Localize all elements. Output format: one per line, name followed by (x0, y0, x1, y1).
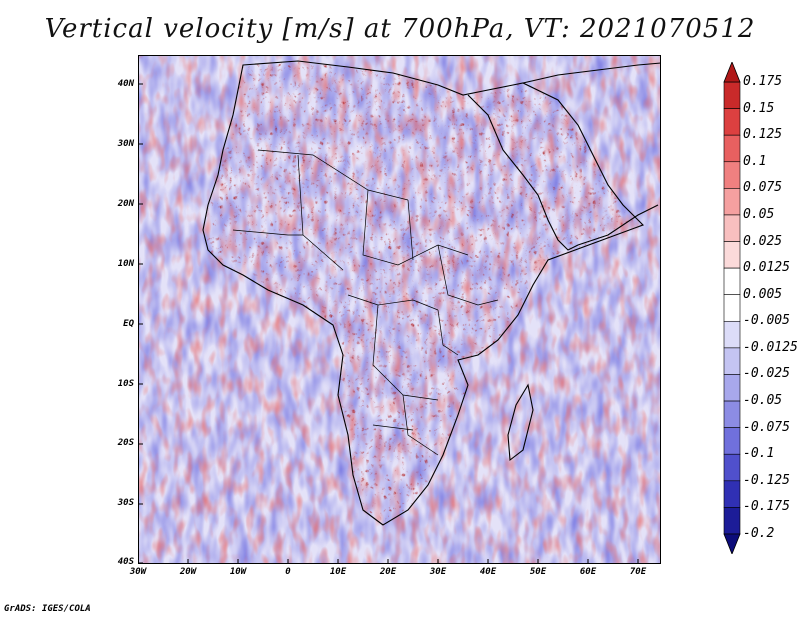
colorbar-segment (723, 241, 741, 269)
map-title: Vertical velocity [m/s] at 700hPa, VT: 2… (44, 14, 756, 44)
colorbar-segment (723, 480, 741, 508)
grads-credit: GrADS: IGES/COLA (4, 604, 91, 614)
colorbar-segment (723, 134, 741, 163)
colorbar-segment (723, 427, 741, 455)
lon-label-10w: 10W (229, 567, 247, 577)
colorbar-segment (723, 161, 741, 189)
map-frame (138, 55, 661, 564)
colorbar-tick-label: 0.1 (743, 153, 767, 169)
colorbar-segment (723, 374, 741, 402)
lat-label-20n: 20N (117, 199, 134, 209)
colorbar-segment (723, 453, 741, 482)
colorbar-tick-label: 0.0125 (743, 260, 790, 276)
coastlines (202, 60, 661, 526)
colorbar-segments (723, 81, 741, 535)
colorbar-tick-label: 0.075 (743, 180, 783, 196)
borders (232, 149, 499, 456)
colorbar-segment (723, 108, 741, 136)
colorbar-tick-label: 0.005 (743, 286, 783, 302)
colorbar-tick-label: -0.0125 (743, 339, 798, 355)
colorbar-segment (723, 347, 741, 375)
colorbar-tick-label: 0.125 (743, 127, 783, 143)
colorbar-segment (723, 507, 741, 535)
lat-label-40s: 40S (117, 557, 134, 567)
lat-label-10n: 10N (117, 259, 134, 269)
map-svg (138, 55, 661, 564)
colorbar-segment (723, 214, 741, 242)
colorbar-segment (723, 320, 741, 349)
lon-label-50e: 50E (529, 567, 547, 577)
lat-label-10s: 10S (117, 379, 134, 389)
lon-label-10e: 10E (329, 567, 347, 577)
lon-label-70e: 70E (629, 567, 647, 577)
lon-label-30w: 30W (129, 567, 147, 577)
colorbar-segment (723, 188, 741, 216)
colorbar-tick-label: -0.005 (743, 313, 790, 329)
colorbar-tick-label: -0.175 (743, 499, 790, 515)
lon-label-20e: 20E (379, 567, 397, 577)
lon-label-40e: 40E (479, 567, 497, 577)
lon-label-30e: 30E (429, 567, 447, 577)
colorbar-segment (723, 81, 741, 109)
colorbar-segment (723, 400, 741, 428)
lon-label-20w: 20W (179, 567, 197, 577)
colorbar-tick-label: -0.125 (743, 472, 790, 488)
lon-label-0: 0 (285, 567, 291, 577)
colorbar-tick-label: -0.075 (743, 419, 790, 435)
colorbar (723, 62, 741, 554)
lat-label-30s: 30S (117, 498, 134, 508)
colorbar-tick-label: 0.025 (743, 233, 783, 249)
lon-label-60e: 60E (579, 567, 597, 577)
colorbar-tick-label: -0.025 (743, 366, 790, 382)
colorbar-tick-label: -0.2 (743, 526, 775, 541)
colorbar-segment (723, 294, 741, 322)
lat-label-eq: EQ (123, 319, 134, 329)
colorbar-top-arrow (723, 62, 741, 83)
axis-ticks (138, 83, 639, 564)
colorbar-tick-label: 0.05 (743, 206, 775, 222)
colorbar-tick-label: -0.1 (743, 446, 775, 462)
colorbar-tick-label: 0.15 (743, 100, 775, 116)
colorbar-segment (723, 267, 741, 296)
colorbar-tick-label: 0.175 (743, 74, 783, 89)
lat-label-30n: 30N (117, 139, 134, 149)
lat-label-20s: 20S (117, 438, 134, 448)
map-panel (138, 55, 661, 564)
colorbar-bottom-arrow (723, 533, 741, 554)
colorbar-tick-label: -0.05 (743, 393, 783, 409)
lat-label-40n: 40N (117, 79, 134, 89)
